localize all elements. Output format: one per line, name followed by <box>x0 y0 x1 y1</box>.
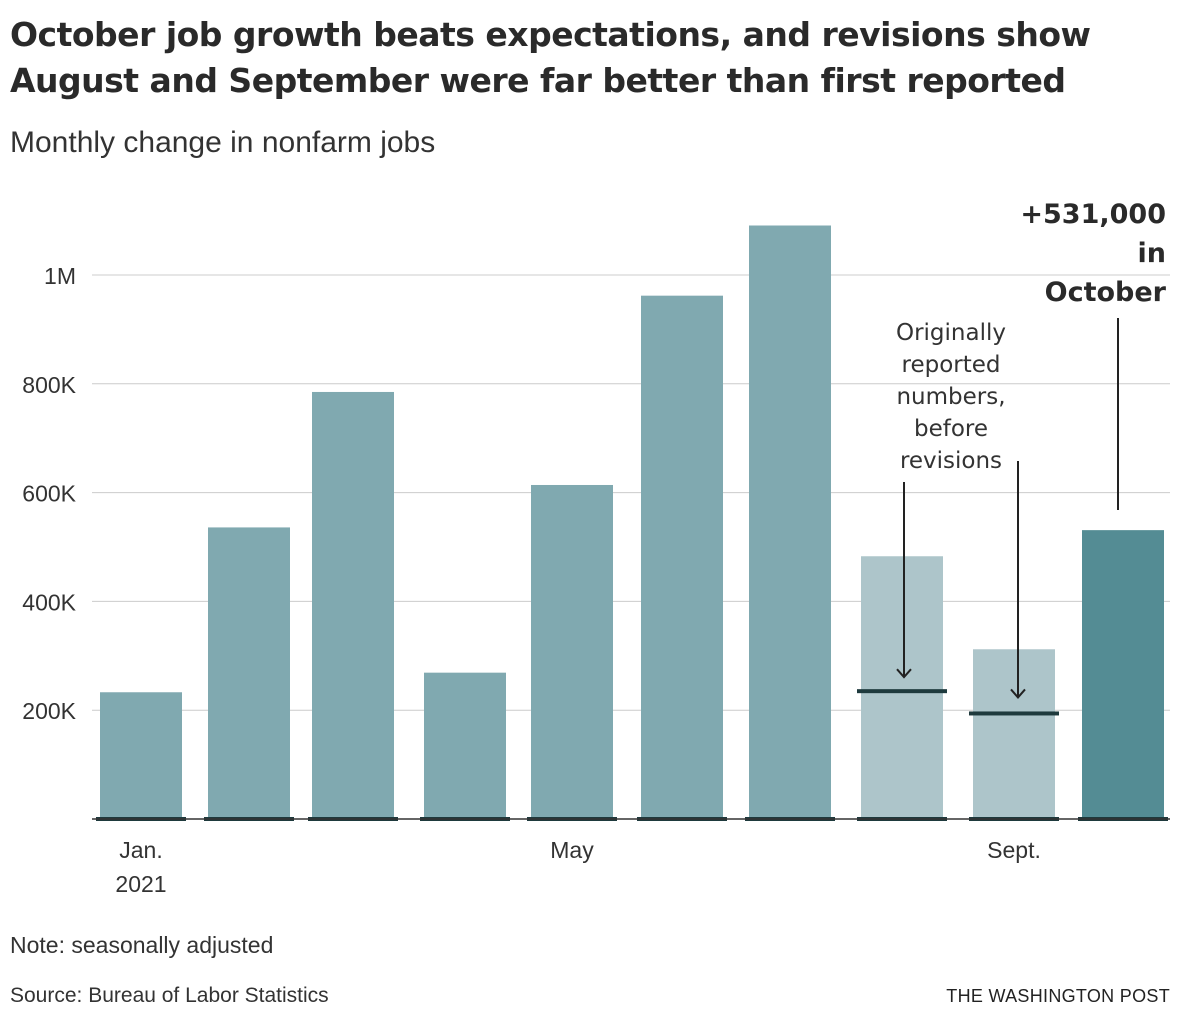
x-tick-label: May <box>550 837 594 863</box>
bar <box>312 391 394 819</box>
annotation-original: revisions <box>900 448 1002 474</box>
annotation-original: numbers, <box>896 384 1005 410</box>
brand-logo: THE WASHINGTON POST <box>946 986 1170 1006</box>
bar <box>100 692 182 819</box>
annotation-october: October <box>1045 277 1167 308</box>
annotation-original: Originally <box>896 320 1006 346</box>
bar <box>531 484 613 819</box>
y-tick-label: 600K <box>22 481 76 507</box>
original-value-marker <box>969 711 1059 716</box>
source: Source: Bureau of Labor Statistics <box>10 984 329 1007</box>
y-tick-label: 200K <box>22 698 76 724</box>
chart-subtitle: Monthly change in nonfarm jobs <box>10 126 436 159</box>
bar <box>749 225 831 820</box>
y-tick-label: 1M <box>44 263 76 289</box>
arrow-head-icon <box>1010 688 1026 699</box>
annotation-original: reported <box>902 352 1001 378</box>
bar <box>424 672 506 819</box>
y-tick-label: 800K <box>22 372 76 398</box>
arrow-head-icon <box>896 668 912 679</box>
y-tick-label: 400K <box>22 589 76 615</box>
original-value-marker <box>857 689 947 694</box>
bar <box>861 556 943 819</box>
annotation-october: in <box>1138 238 1166 269</box>
annotation-original: before <box>914 416 988 442</box>
x-tick-label: 2021 <box>115 871 166 897</box>
chart-title: October job growth beats expectations, a… <box>10 15 1091 100</box>
bar <box>973 649 1055 819</box>
note: Note: seasonally adjusted <box>10 932 274 958</box>
bar <box>641 295 723 819</box>
x-tick-label: Jan. <box>119 837 162 863</box>
x-tick-label: Sept. <box>987 837 1041 863</box>
annotation-october: +531,000 <box>1020 199 1166 230</box>
bar <box>208 527 290 819</box>
bar <box>1082 530 1164 819</box>
